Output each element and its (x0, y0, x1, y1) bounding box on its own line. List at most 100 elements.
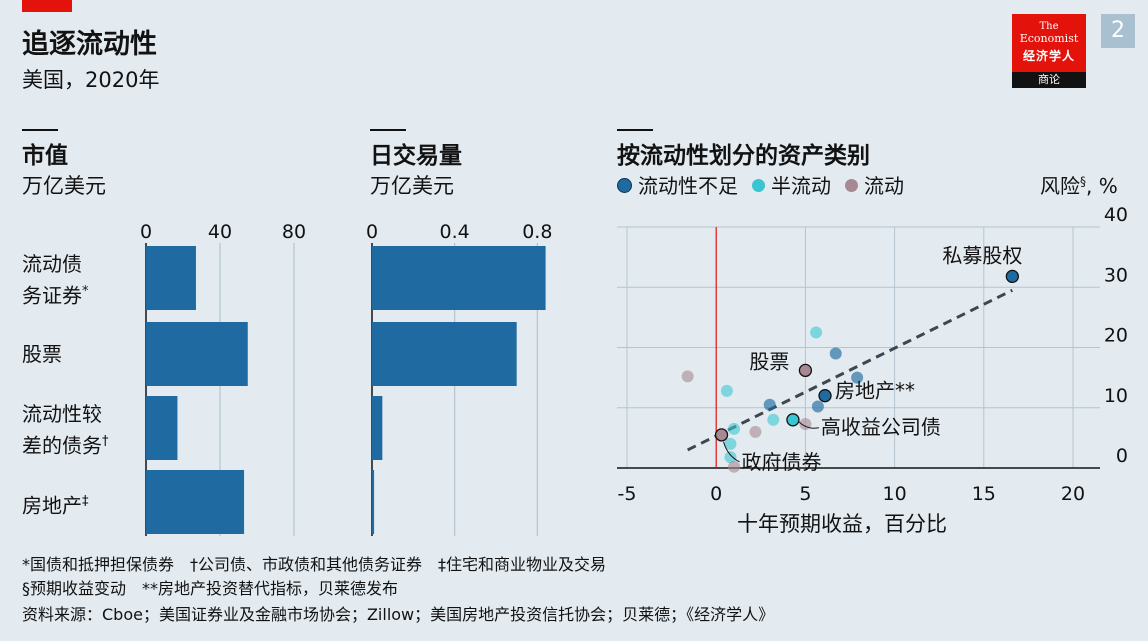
legend-label-semi-liquid: 半流动 (771, 174, 831, 198)
scatter-point-highlight-semi_liquid (786, 413, 800, 427)
scatter-legend: 流动性不足 半流动 流动 (617, 170, 904, 199)
y-label-sup: § (1080, 174, 1086, 189)
category-label-line2: 务证券* (22, 283, 89, 308)
scatter-x-tick-label: 5 (799, 483, 811, 505)
page-title: 追逐流动性 (22, 29, 157, 60)
legend-item-illiquid: 流动性不足 (617, 170, 738, 199)
scatter-point-semi_liquid (810, 326, 823, 339)
bar (146, 396, 178, 460)
scatter-y-tick-label: 10 (1104, 385, 1128, 407)
daily-volume-title: 日交易量 (370, 143, 462, 169)
scatter-x-tick-label: 10 (883, 483, 907, 505)
annotation-leader-line (798, 421, 819, 429)
red-tag-decoration (22, 0, 72, 12)
category-label-line1: 流动债 (22, 252, 82, 276)
bar-tick-label: 40 (208, 221, 232, 243)
bar (146, 470, 245, 534)
scatter-point-semi_liquid (728, 422, 741, 435)
bar (372, 322, 517, 386)
daily-volume-unit: 万亿美元 (370, 174, 454, 198)
annotation-leader-line (723, 441, 740, 463)
logo-line-shanglun: 商论 (1012, 72, 1086, 88)
category-label: 流动性较差的债务† (22, 400, 109, 460)
scatter-y-tick-label: 30 (1104, 264, 1128, 286)
scatter-point-illiquid (811, 400, 824, 413)
economist-logo: The Economist 经济学人 商论 (1012, 14, 1086, 88)
scatter-point-semi_liquid (724, 451, 737, 464)
category-label-line1: 流动性较 (22, 402, 102, 426)
bar (372, 470, 375, 534)
bar (372, 246, 546, 310)
legend-dot-semi-liquid (752, 179, 765, 192)
trendline (686, 288, 1014, 452)
scatter-annotation: 房地产** (835, 379, 915, 403)
scatter-point-highlight-illiquid (1005, 269, 1019, 284)
scatter-y-tick-label: 0 (1116, 445, 1128, 467)
scatter-y-label: 风险§, % (1040, 170, 1118, 199)
scatter-title: 按流动性划分的资产类别 (617, 143, 870, 169)
scatter-y-tick-label: 20 (1104, 325, 1128, 347)
scatter-point-illiquid (851, 371, 864, 384)
market-cap-unit: 万亿美元 (22, 174, 106, 198)
scatter-annotation: 政府债券 (742, 450, 822, 474)
scatter-annotation: 高收益公司债 (821, 415, 941, 439)
category-label-sup: † (102, 434, 109, 449)
market-cap-chart: 0 40 80 (140, 221, 306, 536)
category-label: 流动债务证券* (22, 250, 89, 310)
page-number-badge: 2 (1101, 14, 1135, 48)
scatter-point-highlight-illiquid (818, 389, 832, 403)
category-label: 房地产‡ (22, 488, 89, 520)
legend-dot-liquid (845, 179, 858, 192)
logo-line-economist: Economist (1019, 32, 1079, 45)
scatter-annotation: 股票 (749, 349, 789, 373)
scatter-point-illiquid (829, 347, 842, 360)
logo-line-chinese: 经济学人 (1022, 49, 1075, 63)
category-label-sup: * (82, 284, 89, 299)
bar-tick-label: 0.8 (522, 221, 552, 243)
logo-line-the: The (1039, 21, 1059, 32)
legend-dot-illiquid (617, 178, 632, 193)
daily-volume-chart: 0 0.4 0.8 (366, 221, 552, 536)
category-label-line2: 差的债务† (22, 433, 109, 458)
market-cap-rule (22, 129, 58, 131)
category-label-line1: 股票 (22, 342, 62, 366)
scatter-point-liquid (728, 460, 741, 473)
daily-volume-rule (370, 129, 406, 131)
scatter-point-liquid (681, 370, 694, 383)
y-label-unit: , % (1086, 174, 1118, 198)
bar (146, 246, 196, 310)
scatter-annotation: 私募股权 (942, 243, 1022, 267)
legend-label-illiquid: 流动性不足 (638, 174, 738, 198)
scatter-point-semi_liquid (720, 384, 733, 397)
legend-item-semi-liquid: 半流动 (752, 170, 831, 199)
bar-tick-label: 0 (366, 221, 378, 243)
bar-tick-label: 0.4 (440, 221, 470, 243)
category-label-sup: ‡ (82, 494, 89, 509)
scatter-point-liquid (749, 425, 762, 438)
scatter-point-semi_liquid (724, 437, 737, 450)
category-label-line1: 房地产‡ (22, 493, 89, 518)
bar-tick-label: 0 (140, 221, 152, 243)
scatter-x-tick-label: -5 (618, 483, 637, 505)
scatter-x-tick-label: 0 (710, 483, 722, 505)
y-label-text: 风险 (1040, 174, 1080, 198)
scatter-x-tick-label: 20 (1061, 483, 1085, 505)
legend-label-liquid: 流动 (864, 174, 904, 198)
scatter-point-illiquid (763, 398, 776, 411)
scatter-point-highlight-liquid (714, 428, 729, 442)
scatter-rule (617, 129, 653, 131)
market-cap-title: 市值 (22, 143, 68, 169)
page-subtitle: 美国，2020年 (22, 68, 160, 92)
category-label: 股票 (22, 340, 62, 368)
scatter-x-tick-label: 15 (972, 483, 996, 505)
bar (146, 322, 248, 386)
footnote-line-1: *国债和抵押担保债券 †公司债、市政债和其他债务证券 ‡住宅和商业物业及交易 (22, 555, 607, 574)
scatter-y-tick-label: 40 (1104, 204, 1128, 226)
scatter-point-highlight-liquid (798, 363, 813, 378)
source-note: 资料来源：Cboe；美国证券业及金融市场协会；Zillow；美国房地产投资信托协… (22, 605, 775, 624)
bar (372, 396, 383, 460)
legend-item-liquid: 流动 (845, 170, 904, 199)
scatter-point-semi_liquid (767, 413, 780, 426)
